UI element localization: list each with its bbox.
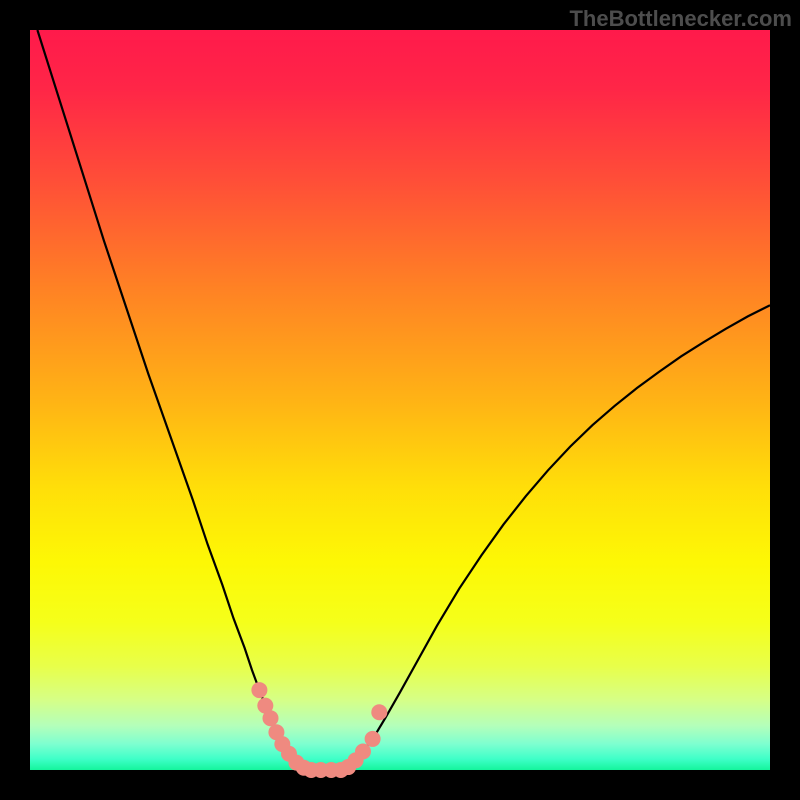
marker-point	[365, 731, 381, 747]
watermark-text: TheBottlenecker.com	[569, 6, 792, 32]
marker-group	[251, 682, 387, 778]
plot-area	[30, 30, 770, 770]
curve-right	[341, 305, 770, 770]
marker-point	[251, 682, 267, 698]
curve-left	[37, 30, 311, 770]
marker-point	[263, 710, 279, 726]
marker-point	[371, 704, 387, 720]
chart-svg	[30, 30, 770, 770]
marker-point	[355, 744, 371, 760]
